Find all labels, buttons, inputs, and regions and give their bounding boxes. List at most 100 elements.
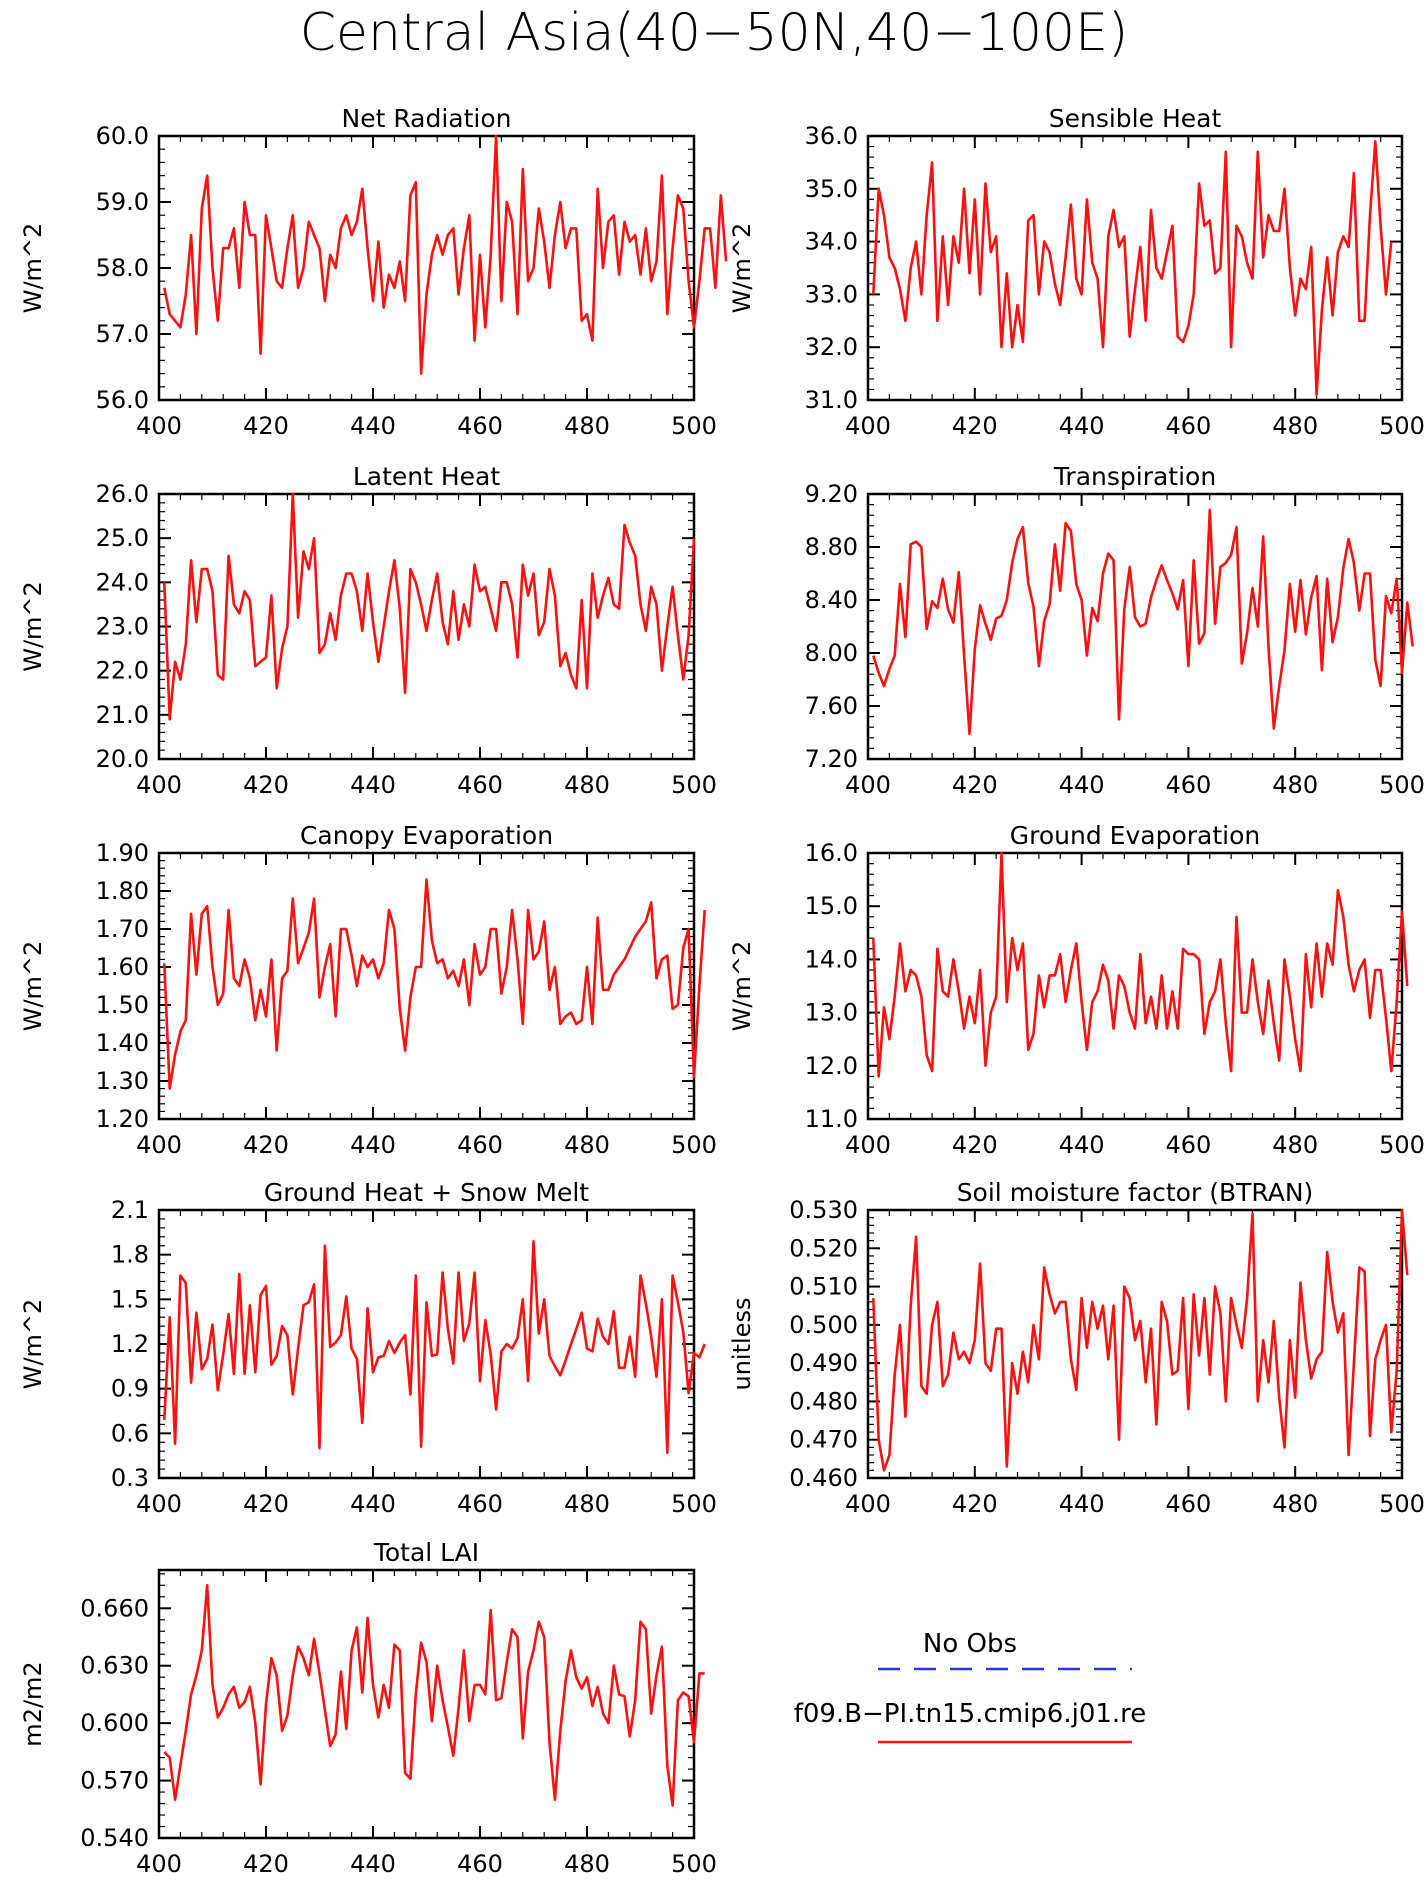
y-tick-label: 0.530 [789,1196,858,1224]
y-tick-label: 14.0 [805,945,858,973]
x-tick-label: 460 [457,1131,503,1159]
series-line [163,492,696,721]
y-tick-label: 1.50 [96,991,149,1019]
y-tick-label: 9.20 [805,480,858,508]
y-tick-label: 26.0 [96,480,149,508]
panel-title: Transpiration [1053,462,1216,491]
x-tick-label: 480 [564,771,610,799]
y-tick-label: 1.80 [96,877,149,905]
y-tick-label: 24.0 [96,568,149,596]
y-tick-label: 1.30 [96,1067,149,1095]
series-line [163,1584,705,1807]
x-tick-label: 400 [136,1490,182,1518]
y-tick-label: 32.0 [805,333,858,361]
x-tick-label: 460 [1165,1131,1211,1159]
x-tick-label: 420 [952,1131,998,1159]
x-tick-label: 500 [1379,412,1425,440]
panel-title: Latent Heat [353,462,501,491]
x-tick-label: 480 [1272,412,1318,440]
panel-title: Ground Heat + Snow Melt [264,1178,589,1207]
y-axis-label: m2/m2 [19,1661,47,1746]
panel-title: Canopy Evaporation [300,821,553,850]
x-tick-label: 500 [671,1490,717,1518]
x-tick-label: 400 [845,1490,891,1518]
y-tick-label: 8.40 [805,586,858,614]
y-tick-label: 0.600 [80,1709,149,1737]
y-tick-label: 1.8 [111,1241,149,1269]
x-tick-label: 440 [1059,771,1105,799]
x-tick-label: 420 [243,1850,289,1878]
y-tick-label: 1.2 [111,1330,149,1358]
x-tick-label: 400 [136,771,182,799]
y-tick-label: 1.40 [96,1029,149,1057]
x-tick-label: 440 [350,412,396,440]
panel-7: 400 420 440 460 480 500 0.3 0.6 0.9 1.2 1.5 1.8 2.1 G… [19,1178,717,1518]
x-tick-label: 460 [1165,1490,1211,1518]
y-tick-label: 7.20 [805,745,858,773]
y-tick-label: 34.0 [805,228,858,256]
y-tick-label: 20.0 [96,745,149,773]
x-tick-label: 420 [952,1490,998,1518]
legend-model-label: f09.B−PI.tn15.cmip6.j01.re [794,1699,1147,1729]
x-tick-label: 460 [457,1490,503,1518]
x-tick-label: 480 [1272,1490,1318,1518]
y-tick-label: 7.60 [805,692,858,720]
y-tick-label: 0.630 [80,1652,149,1680]
x-tick-label: 460 [457,771,503,799]
panel-frame [866,492,1404,761]
x-tick-label: 460 [457,412,503,440]
y-tick-label: 0.490 [789,1349,858,1377]
y-tick-label: 1.70 [96,915,149,943]
x-tick-label: 420 [952,771,998,799]
y-axis-label: W/m^2 [19,581,47,672]
x-tick-label: 420 [243,1490,289,1518]
y-tick-label: 59.0 [96,188,149,216]
y-tick-label: 0.570 [80,1767,149,1795]
y-tick-label: 8.80 [805,533,858,561]
y-tick-label: 15.0 [805,892,858,920]
x-tick-label: 480 [564,1490,610,1518]
figure-title: Central Asia(40−50N,40−100E) [300,3,1129,63]
y-tick-label: 0.660 [80,1594,149,1622]
panel-9: 400 420 440 460 480 500 0.540 0.570 0.600 0.630 0.… [19,1538,717,1878]
y-tick-label: 0.500 [789,1311,858,1339]
y-tick-label: 1.20 [96,1105,149,1133]
x-tick-label: 480 [564,412,610,440]
y-tick-label: 1.90 [96,839,149,867]
legend: No Obs f09.B−PI.tn15.cmip6.j01.re [794,1629,1147,1744]
series-line [872,508,1414,736]
x-tick-label: 420 [243,1131,289,1159]
series-line [163,134,728,375]
y-axis-label: W/m^2 [728,941,756,1032]
x-tick-label: 420 [243,771,289,799]
y-tick-label: 0.520 [789,1234,858,1262]
panel-4: 400 420 440 460 480 500 7.20 7.60 8.00 8.40 8.80 9.… [805,462,1425,799]
y-tick-label: 21.0 [96,701,149,729]
panels-group: 400 420 440 460 480 500 56.0 57.0 58.0 59.0 60.0 Ne… [19,104,1425,1878]
panel-frame [157,1568,696,1840]
y-tick-label: 23.0 [96,613,149,641]
y-tick-label: 12.0 [805,1052,858,1080]
panel-8: 400 420 440 460 480 500 0.460 0.470 0.480 0.490 0.… [728,1178,1425,1518]
y-axis-label: unitless [728,1298,756,1391]
y-tick-label: 0.460 [789,1464,858,1492]
x-tick-label: 440 [350,771,396,799]
panel-title: Net Radiation [342,104,512,133]
y-tick-label: 0.6 [111,1419,149,1447]
y-tick-label: 16.0 [805,839,858,867]
y-tick-label: 0.3 [111,1464,149,1492]
y-tick-label: 60.0 [96,122,149,150]
panel-1: 400 420 440 460 480 500 56.0 57.0 58.0 59.0 60.0 Ne… [19,104,728,440]
y-tick-label: 33.0 [805,280,858,308]
y-tick-label: 58.0 [96,254,149,282]
panel-frame [157,1208,696,1480]
y-tick-label: 11.0 [805,1105,858,1133]
y-tick-label: 31.0 [805,386,858,414]
x-tick-label: 440 [1059,412,1105,440]
x-tick-label: 500 [671,1850,717,1878]
x-tick-label: 480 [564,1131,610,1159]
series-line [872,851,1409,1078]
panel-6: 400 420 440 460 480 500 11.0 12.0 13.0 14.0 15.0 16… [728,821,1425,1159]
panel-5: 400 420 440 460 480 500 1.20 1.30 1.40 1.50 1.60 1.… [19,821,717,1159]
